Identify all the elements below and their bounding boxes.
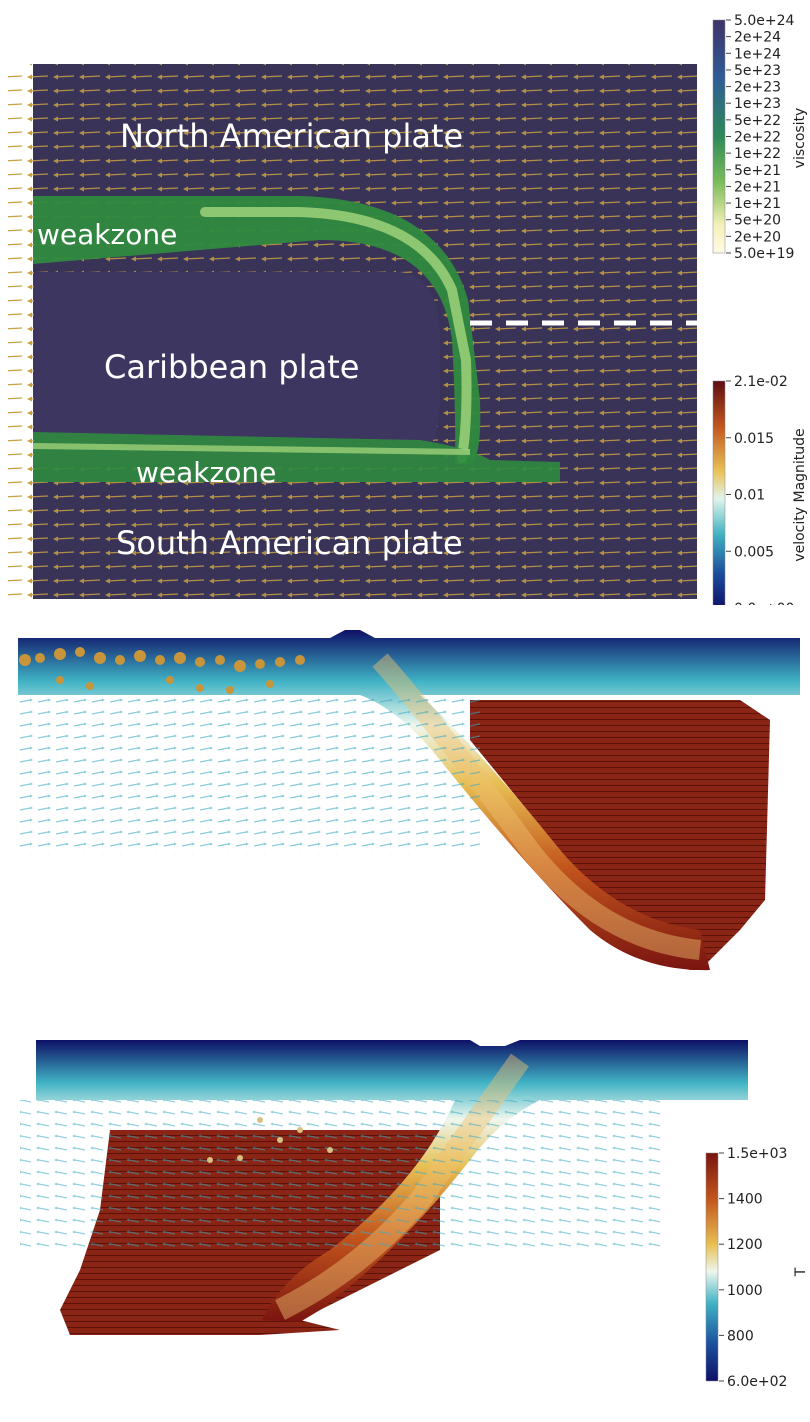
viscosity-tick-label: 1e+24 <box>734 46 781 62</box>
slab-view-1-svg <box>18 630 800 971</box>
velocity-glyph-cluster-1 <box>19 647 305 694</box>
velocity-glyph <box>196 684 204 692</box>
viscosity-tick-label: 2e+23 <box>734 80 781 96</box>
temperature-tick-label: 1000 <box>727 1283 763 1299</box>
velocity-glyph <box>226 686 234 694</box>
velocity-glyph <box>86 682 94 690</box>
velocity-glyph <box>75 647 85 657</box>
mantle-block-1 <box>470 700 770 970</box>
slab-view-1-panel <box>0 600 810 1000</box>
temperature-colorbar-title: T <box>793 1267 809 1277</box>
weakzone-label-upper: weakzone <box>37 218 177 251</box>
velocity-tick-label: 0.0e+00 <box>734 601 794 605</box>
temperature-tick-label: 1200 <box>727 1237 763 1253</box>
viscosity-tick-label: 5e+23 <box>734 63 781 79</box>
temperature-colorbar-gradient <box>705 1152 719 1382</box>
velocity-glyph-cluster-2 <box>207 1117 333 1163</box>
velocity-glyph <box>115 655 125 665</box>
temperature-tick-label: 800 <box>727 1328 754 1344</box>
velocity-glyph <box>237 1155 243 1161</box>
velocity-glyph <box>266 680 274 688</box>
lithosphere-slab-2 <box>36 1040 748 1322</box>
viscosity-tick-label: 5.0e+24 <box>734 13 795 29</box>
viscosity-tick-label: 2e+22 <box>734 130 781 146</box>
weakzone-band-lower <box>33 432 560 482</box>
velocity-glyph <box>275 657 285 667</box>
velocity-arrows-1 <box>20 695 480 855</box>
velocity-tick-label: 0.005 <box>734 544 774 560</box>
viscosity-tick-label: 1e+21 <box>734 196 781 212</box>
velocity-glyph <box>257 1117 263 1123</box>
velocity-tick-label: 2.1e-02 <box>734 374 788 390</box>
velocity-glyph <box>277 1137 283 1143</box>
viscosity-tick-label: 5e+20 <box>734 213 781 229</box>
velocity-glyph <box>297 1127 303 1133</box>
velocity-glyph <box>295 655 305 665</box>
velocity-glyph <box>195 657 205 667</box>
velocity-glyph <box>255 659 265 669</box>
velocity-glyph <box>56 676 64 684</box>
temperature-tick-label: 1400 <box>727 1192 763 1208</box>
viscosity-tick-label: 5e+21 <box>734 163 781 179</box>
viscosity-map-svg: North American plate weakzone Caribbean … <box>8 13 808 605</box>
viscosity-tick-label: 5e+22 <box>734 113 781 129</box>
weakzone-label-lower: weakzone <box>136 456 276 489</box>
caribbean-plate-region <box>33 272 440 464</box>
velocity-tick-label: 0.015 <box>734 431 774 447</box>
velocity-colorbar-title: velocity Magnitude <box>792 428 808 561</box>
velocity-glyph <box>174 652 186 664</box>
slab-view-2-panel: 1.5e+03 1400 1200 1000 800 6.0e+02 T <box>0 1010 810 1422</box>
temperature-tick-label: 6.0e+02 <box>727 1374 787 1390</box>
velocity-glyph <box>166 676 174 684</box>
temperature-tick-label: 1.5e+03 <box>727 1146 787 1162</box>
weakzone-core-upper <box>200 207 472 463</box>
velocity-arrows-2 <box>20 1100 660 1250</box>
weakzone-band-upper <box>33 196 481 464</box>
north-american-plate-label: North American plate <box>120 117 463 155</box>
viscosity-colorbar: 5.0e+242e+241e+245e+232e+231e+235e+222e+… <box>712 13 808 262</box>
viscosity-map-panel: North American plate weakzone Caribbean … <box>0 0 810 605</box>
viscosity-colorbar-title: viscosity <box>792 108 808 169</box>
viscosity-tick-label: 2e+20 <box>734 229 781 245</box>
velocity-glyph <box>155 655 165 665</box>
velocity-glyph <box>234 660 246 672</box>
velocity-glyph <box>94 652 106 664</box>
viscosity-tick-label: 2e+24 <box>734 30 781 46</box>
velocity-glyph <box>19 654 31 666</box>
velocity-tick-label: 0.01 <box>734 488 765 504</box>
viscosity-tick-label: 1e+23 <box>734 96 781 112</box>
viscosity-tick-label: 2e+21 <box>734 179 781 195</box>
temperature-colorbar: 1.5e+03 1400 1200 1000 800 6.0e+02 T <box>705 1146 809 1390</box>
velocity-glyph <box>215 655 225 665</box>
velocity-colorbar-gradient <box>712 380 726 605</box>
viscosity-colorbar-gradient <box>712 19 726 254</box>
velocity-glyph <box>327 1147 333 1153</box>
weakzone-core-lower <box>32 443 471 455</box>
velocity-colorbar: 2.1e-02 0.015 0.01 0.005 0.0e+00 velocity Ma… <box>712 374 808 605</box>
viscosity-tick-label: 1e+22 <box>734 146 781 162</box>
velocity-glyph <box>54 648 66 660</box>
slab-view-2-svg: 1.5e+03 1400 1200 1000 800 6.0e+02 T <box>20 1040 809 1390</box>
south-american-plate-label: South American plate <box>116 524 463 562</box>
velocity-glyph <box>35 653 45 663</box>
velocity-glyph <box>134 650 146 662</box>
velocity-glyph <box>207 1157 213 1163</box>
edge-arrows-left <box>8 64 34 599</box>
caribbean-plate-label: Caribbean plate <box>104 348 359 386</box>
viscosity-tick-label: 5.0e+19 <box>734 246 794 262</box>
